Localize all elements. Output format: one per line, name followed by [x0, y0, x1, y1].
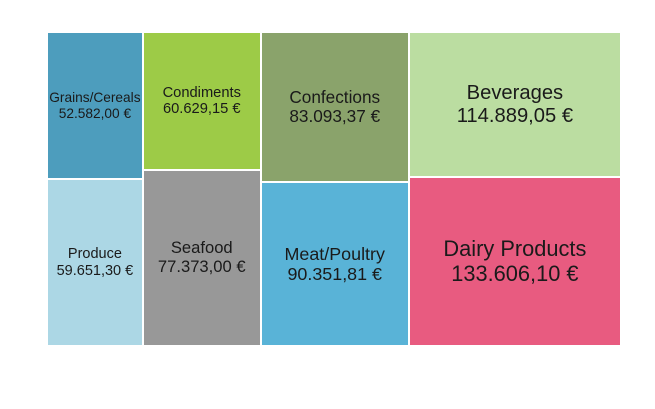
tile-value-label: 60.629,15 € [162, 100, 241, 117]
treemap-tile: Beverages 114.889,05 € [408, 32, 621, 178]
treemap-chart: Grains/Cereals 52.582,00 € Produce 59.651,3… [47, 32, 621, 346]
tile-value-label: 52.582,00 € [58, 105, 132, 121]
treemap-tile: Grains/Cereals 52.582,00 € [47, 32, 143, 180]
treemap-tile: Condiments 60.629,15 € [142, 32, 261, 170]
tile-value-label: 59.651,30 € [56, 262, 134, 279]
tile-category-label: Condiments [162, 84, 241, 101]
tile-value-label: 77.373,00 € [157, 256, 246, 276]
treemap-tile: Confections 83.093,37 € [260, 32, 409, 183]
treemap-tile: Meat/Poultry 90.351,81 € [260, 182, 409, 346]
tile-category-label: Meat/Poultry [284, 244, 385, 265]
tile-category-label: Produce [67, 246, 122, 263]
tile-value-label: 114.889,05 € [456, 104, 574, 127]
treemap-tile: Seafood 77.373,00 € [142, 169, 261, 346]
tile-category-label: Grains/Cereals [49, 90, 141, 106]
treemap-tile: Produce 59.651,30 € [47, 179, 143, 346]
tile-value-label: 133.606,10 € [451, 260, 579, 286]
tile-category-label: Seafood [170, 238, 233, 258]
tile-value-label: 83.093,37 € [289, 106, 381, 127]
tile-category-label: Confections [289, 86, 381, 107]
tile-category-label: Beverages [466, 81, 564, 104]
treemap-tile: Dairy Products 133.606,10 € [408, 177, 621, 346]
tile-value-label: 90.351,81 € [287, 264, 382, 285]
tile-category-label: Dairy Products [443, 236, 587, 262]
